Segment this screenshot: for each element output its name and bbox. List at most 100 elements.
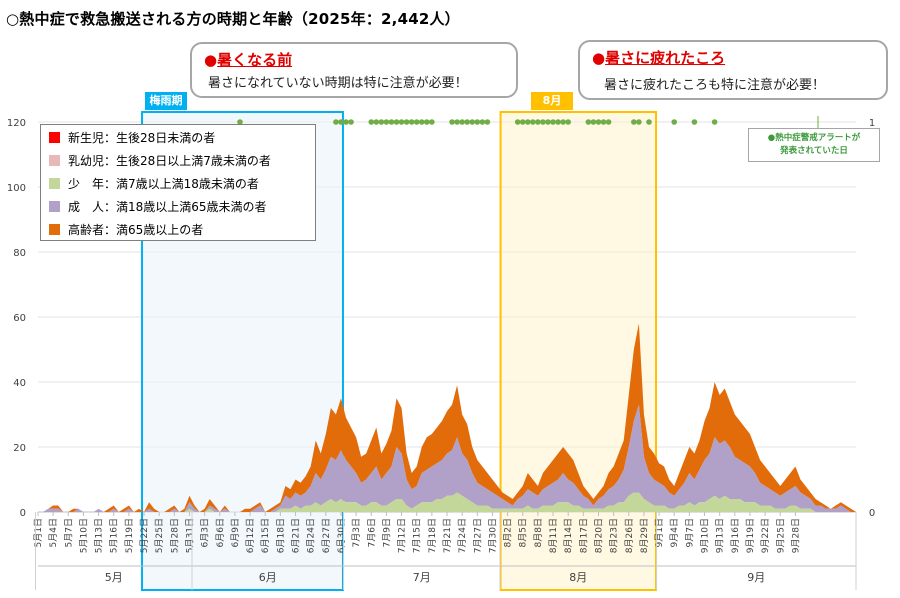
alert-dot — [449, 119, 455, 125]
season-tag-august: 8月 — [531, 92, 573, 110]
alert-dot — [454, 119, 460, 125]
x-tick-label: 6月12日 — [245, 518, 256, 553]
alert-dot — [585, 119, 592, 125]
callout-early-title-wrap: ●暑くなる前 — [204, 49, 292, 70]
alert-dot — [646, 119, 652, 125]
alert-dot — [424, 119, 430, 125]
alert-dot — [348, 119, 354, 125]
x-tick-label: 5月25日 — [154, 518, 165, 553]
alert-dot — [484, 119, 491, 125]
alert-dot — [459, 119, 465, 125]
x-tick-label: 5月19日 — [124, 518, 135, 553]
x-tick-label: 7月27日 — [472, 518, 483, 553]
x-tick-label: 7月24日 — [457, 518, 468, 553]
alert-dot — [540, 119, 546, 125]
legend-label-newborn: 新生児：生後28日未満の者 — [68, 130, 216, 145]
month-label: 5月 — [105, 571, 123, 584]
callout-early-title: 暑くなる前 — [217, 51, 293, 69]
alert-dot — [530, 119, 536, 125]
x-tick-label: 6月6日 — [215, 518, 226, 547]
alert-note-line2: 発表されていた日 — [780, 146, 848, 156]
x-tick-label: 9月25日 — [775, 518, 786, 553]
x-tick-label: 5月10日 — [78, 518, 89, 553]
alert-note: ●熱中症警戒アラートが 発表されていた日 — [748, 128, 880, 162]
y-right-tick-label-1: 1 — [869, 118, 875, 129]
alert-dot — [388, 119, 395, 125]
alert-dot — [550, 119, 556, 125]
x-tick-label: 8月23日 — [609, 518, 620, 553]
x-tick-label: 8月2日 — [503, 518, 514, 547]
legend-item-adult: 成 人：満18歳以上満65歳未満の者 — [49, 196, 267, 216]
alert-dot — [479, 119, 486, 125]
alert-dot — [343, 119, 349, 125]
legend-item-elderly: 高齢者：満65歳以上の者 — [49, 219, 203, 239]
legend-swatch-infant — [49, 154, 60, 166]
legend-item-youth: 少 年：満7歳以上満18歳未満の者 — [49, 173, 259, 193]
x-tick-label: 7月12日 — [397, 518, 408, 553]
legend-item-newborn: 新生児：生後28日未満の者 — [49, 127, 215, 147]
x-tick-label: 8月17日 — [578, 518, 589, 553]
season-tag-rainy: 梅雨期 — [145, 92, 187, 110]
x-tick-label: 8月20日 — [593, 518, 604, 553]
x-tick-label: 6月27日 — [321, 518, 332, 553]
x-tick-label: 7月15日 — [412, 518, 423, 553]
alert-dot — [383, 119, 390, 125]
alert-dot — [418, 119, 425, 125]
alert-dot — [237, 119, 243, 125]
red-dot-icon: ● — [592, 49, 606, 67]
x-tick-label: 5月28日 — [169, 518, 180, 553]
x-tick-label: 9月10日 — [700, 518, 711, 553]
x-tick-label: 5月16日 — [109, 518, 120, 553]
legend-label-youth: 少 年：満7歳以上満18歳未満の者 — [68, 176, 259, 191]
alert-dot — [671, 119, 678, 125]
month-label: 6月 — [259, 571, 277, 584]
y-tick-label-0: 0 — [20, 508, 26, 519]
alert-dot — [413, 119, 420, 125]
x-tick-label: 9月7日 — [684, 518, 695, 547]
x-tick-label: 5月4日 — [48, 518, 59, 547]
y-right-tick-label-0: 0 — [869, 508, 875, 519]
x-tick-label: 6月9日 — [230, 518, 241, 547]
x-tick-label: 8月29日 — [639, 518, 650, 553]
legend-label-adult: 成 人：満18歳以上満65歳未満の者 — [68, 199, 267, 214]
callout-late: ●暑さに疲れたころ 暑さに疲れたころも特に注意が必要！ — [578, 40, 888, 100]
x-tick-label: 5月7日 — [63, 518, 74, 547]
x-tick-label: 9月13日 — [715, 518, 726, 553]
x-tick-label: 8月5日 — [518, 518, 529, 547]
alert-dot — [524, 119, 531, 125]
alert-dot — [560, 119, 566, 125]
x-tick-label: 9月19日 — [745, 518, 756, 553]
alert-dot — [514, 119, 521, 125]
alert-dot — [535, 119, 541, 125]
alert-dot — [600, 119, 607, 125]
alert-dot — [631, 119, 637, 125]
area-youth — [38, 492, 856, 512]
alert-dot — [691, 119, 698, 125]
callout-early-text: 暑さになれていない時期は特に注意が必要！ — [208, 76, 468, 91]
alert-dot — [711, 119, 718, 125]
y-tick-label-40: 40 — [13, 378, 26, 389]
x-tick-label: 7月6日 — [366, 518, 377, 547]
alert-dot — [590, 119, 597, 125]
month-label: 7月 — [413, 571, 431, 584]
month-label: 9月 — [747, 571, 765, 584]
alert-dot — [398, 119, 405, 125]
alert-dot — [338, 119, 344, 125]
x-tick-label: 6月30日 — [336, 518, 347, 553]
legend: 新生児：生後28日未満の者 乳幼児：生後28日以上満7歳未満の者 少 年：満7歳… — [40, 124, 316, 241]
callout-late-title: 暑さに疲れたころ — [605, 49, 726, 67]
alert-dot — [333, 119, 339, 125]
x-tick-label: 6月18日 — [275, 518, 286, 553]
alert-dot — [378, 119, 385, 125]
x-tick-label: 9月4日 — [669, 518, 680, 547]
y-tick-label-80: 80 — [13, 248, 26, 259]
alert-dot — [429, 119, 435, 125]
legend-label-elderly: 高齢者：満65歳以上の者 — [68, 222, 204, 237]
alert-dot — [403, 119, 410, 125]
alert-dot — [464, 119, 470, 125]
x-tick-label: 8月8日 — [533, 518, 544, 547]
alert-dot — [474, 119, 481, 125]
x-tick-label: 7月3日 — [351, 518, 362, 547]
alert-dot — [545, 119, 551, 125]
x-tick-label: 8月26日 — [624, 518, 635, 553]
